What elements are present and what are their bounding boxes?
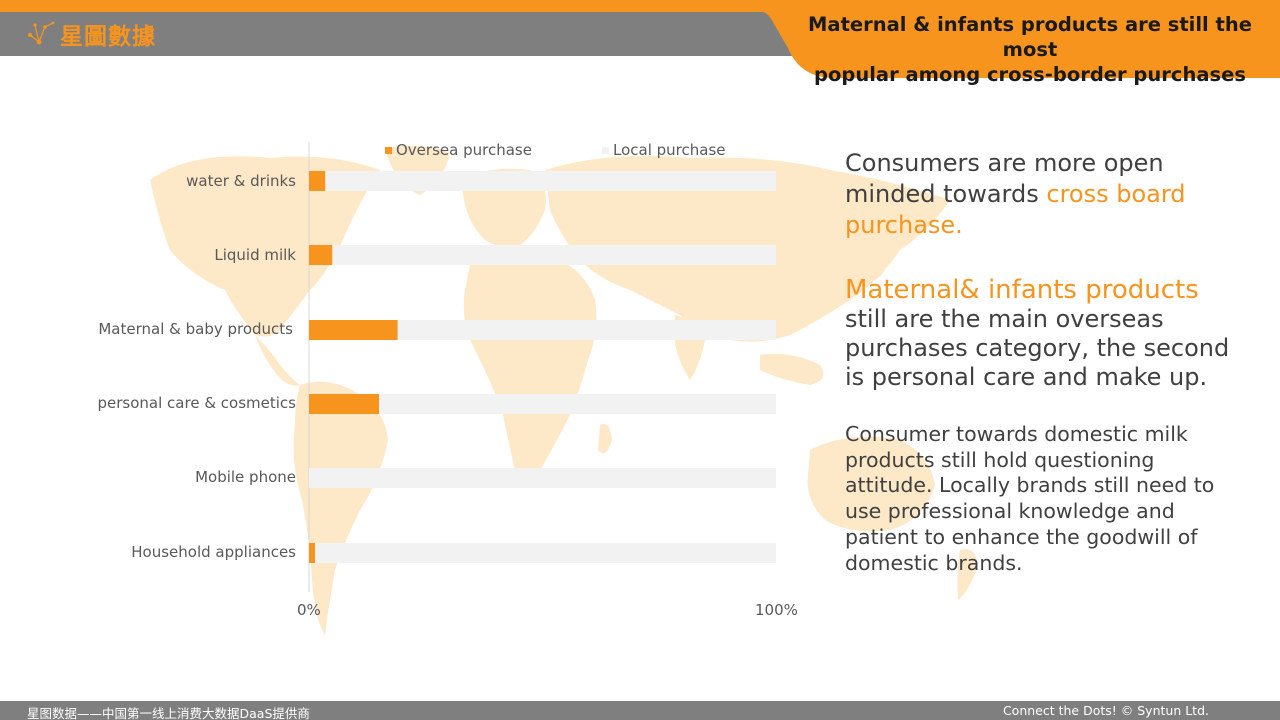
constellation-icon	[28, 21, 55, 45]
insight-2-text: still are the main overseas purchases ca…	[845, 305, 1230, 391]
footer-tagline: 星图数据——中国第一线上消费大数据DaaS提供商	[27, 706, 310, 720]
x-tick-label: 0%	[297, 601, 321, 619]
bar-local-purchase	[397, 320, 776, 340]
category-label: Liquid milk	[214, 246, 296, 264]
bar-oversea-purchase	[309, 320, 398, 340]
insight-1-highlight: cross board purchase.	[845, 180, 1186, 239]
legend-swatch-oversea	[385, 146, 392, 154]
category-label: water & drinks	[186, 172, 296, 190]
page-title-line-2: popular among cross-border purchases	[814, 63, 1246, 86]
legend-item-local: Local purchase	[602, 141, 726, 159]
category-label: personal care & cosmetics	[97, 394, 296, 412]
bar-local-purchase	[379, 394, 776, 414]
x-tick-label: 100%	[755, 601, 798, 619]
footer-bar: 星图数据——中国第一线上消费大数据DaaS提供商 Connect the Dot…	[0, 701, 1280, 720]
title-tab	[762, 12, 1280, 78]
bar-oversea-purchase	[309, 245, 333, 265]
insight-1-text: Consumers are more open minded towards	[845, 149, 1164, 208]
legend-label-oversea: Oversea purchase	[396, 141, 532, 159]
page-title: Maternal & infants products are still th…	[780, 12, 1280, 87]
logo-text: 星圖數據	[60, 24, 156, 50]
header-orange-strip	[0, 0, 1280, 12]
legend-label-local: Local purchase	[613, 141, 726, 159]
legend-swatch-local	[602, 146, 609, 154]
insight-paragraph-3: Consumer towards domestic milk products …	[845, 422, 1215, 575]
bar-oversea-purchase	[309, 171, 326, 191]
logo: 星圖數據	[26, 16, 156, 52]
legend-item-oversea: Oversea purchase	[385, 141, 532, 159]
bar-local-purchase	[325, 171, 776, 191]
bar-oversea-purchase	[309, 543, 316, 563]
category-label: Maternal & baby products	[98, 320, 293, 338]
footer-copyright: Connect the Dots! © Syntun Ltd.	[1002, 703, 1209, 718]
bar-oversea-purchase	[309, 394, 380, 414]
bar-local-purchase	[309, 468, 776, 488]
insight-paragraph-2: Maternal& infants products still are the…	[845, 276, 1245, 392]
insight-2-highlight: Maternal& infants products	[845, 275, 1199, 305]
insight-paragraph-1: Consumers are more open minded towards c…	[845, 148, 1245, 241]
category-label: Mobile phone	[195, 468, 296, 486]
bar-local-purchase	[315, 543, 776, 563]
page-title-line-1: Maternal & infants products are still th…	[808, 13, 1252, 61]
category-label: Household appliances	[131, 543, 296, 561]
bar-local-purchase	[332, 245, 776, 265]
